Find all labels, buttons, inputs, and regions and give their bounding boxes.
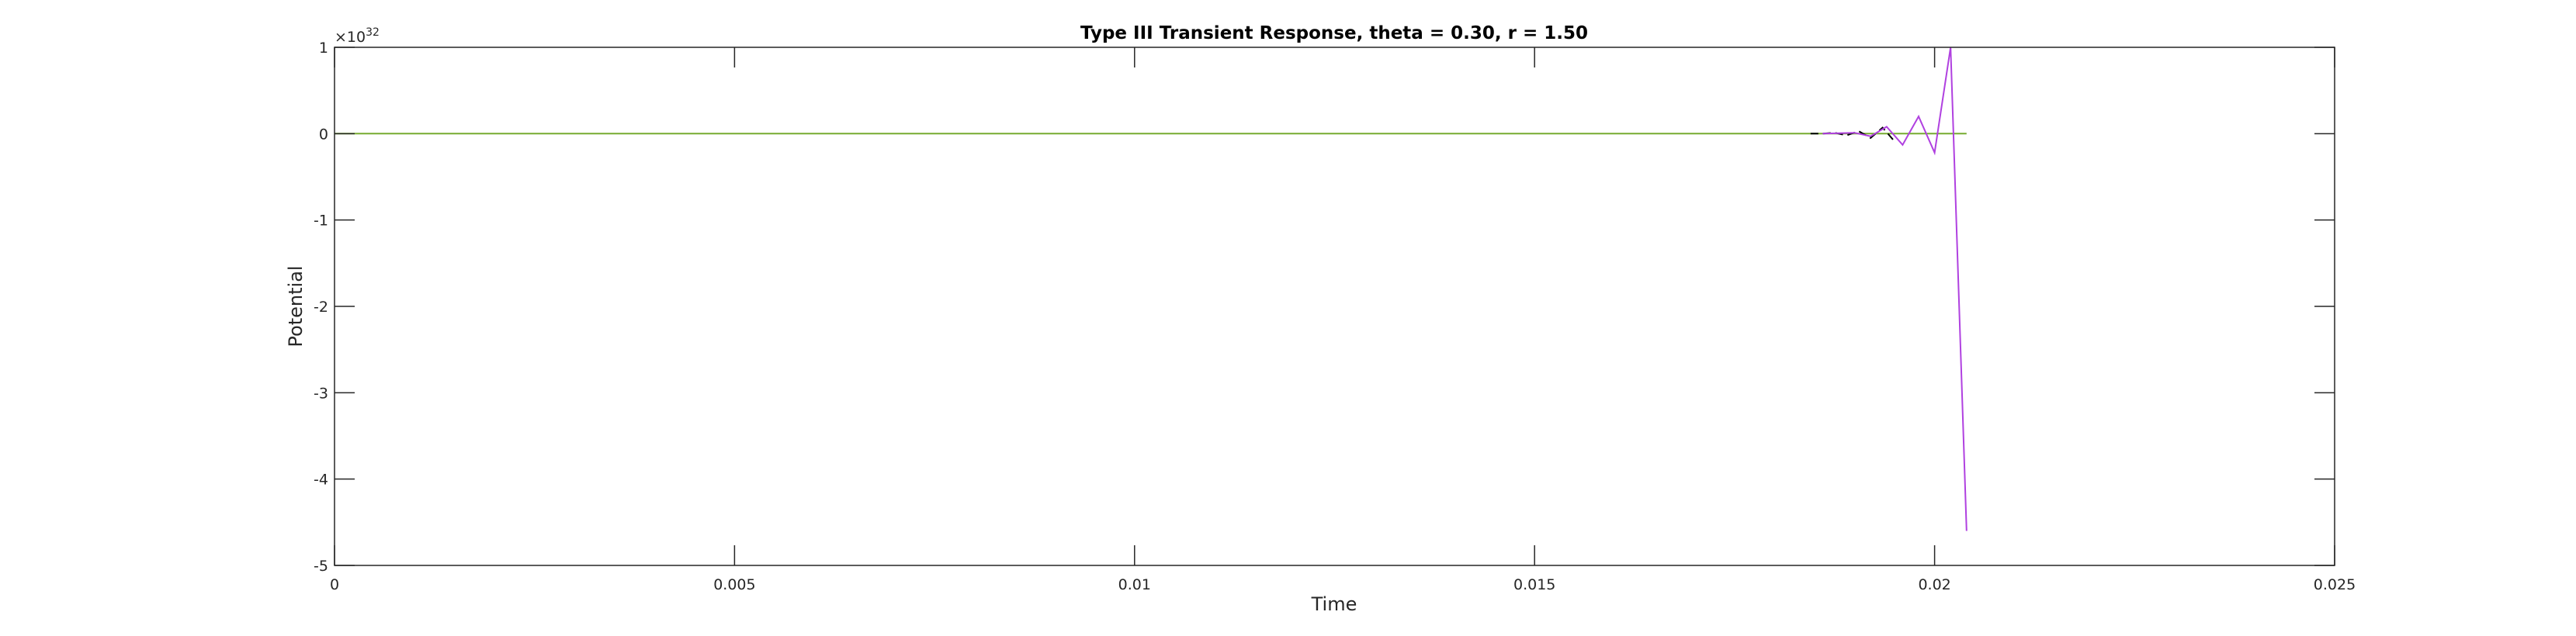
chart-title: Type III Transient Response, theta = 0.3… [1080, 23, 1588, 43]
y-tick-label: -3 [314, 385, 328, 402]
y-axis-label: Potential [285, 265, 307, 347]
x-tick-label: 0.01 [1118, 576, 1151, 593]
y-tick-label: 0 [319, 126, 328, 143]
y-axis-exponent-power: 32 [366, 26, 380, 39]
series-line-3 [1822, 47, 1968, 531]
y-tick-label: -4 [314, 472, 328, 489]
y-tick-label: 1 [319, 40, 328, 57]
axes-layer [334, 47, 2335, 566]
x-tick-label: 0.02 [1918, 576, 1950, 593]
x-axis-label: Time [1311, 593, 1357, 615]
tick-label-layer: 0 0.005 0.01 0.015 0.02 0.025 1 0 -1 -2 -3 -4 -5 [314, 40, 2356, 593]
x-tick-label: 0 [330, 576, 339, 593]
y-tick-label: -2 [314, 299, 328, 316]
x-tick-label: 0.005 [713, 576, 755, 593]
y-tick-label: -1 [314, 213, 328, 230]
x-tick-label: 0.015 [1513, 576, 1555, 593]
x-tick-label: 0.025 [2314, 576, 2356, 593]
y-tick-label: -5 [314, 558, 328, 575]
y-axis-exponent-base: ×10 [335, 29, 366, 46]
plot-area [335, 47, 2335, 565]
series-layer [335, 47, 1968, 531]
y-axis-exponent: ×1032 [335, 26, 380, 46]
